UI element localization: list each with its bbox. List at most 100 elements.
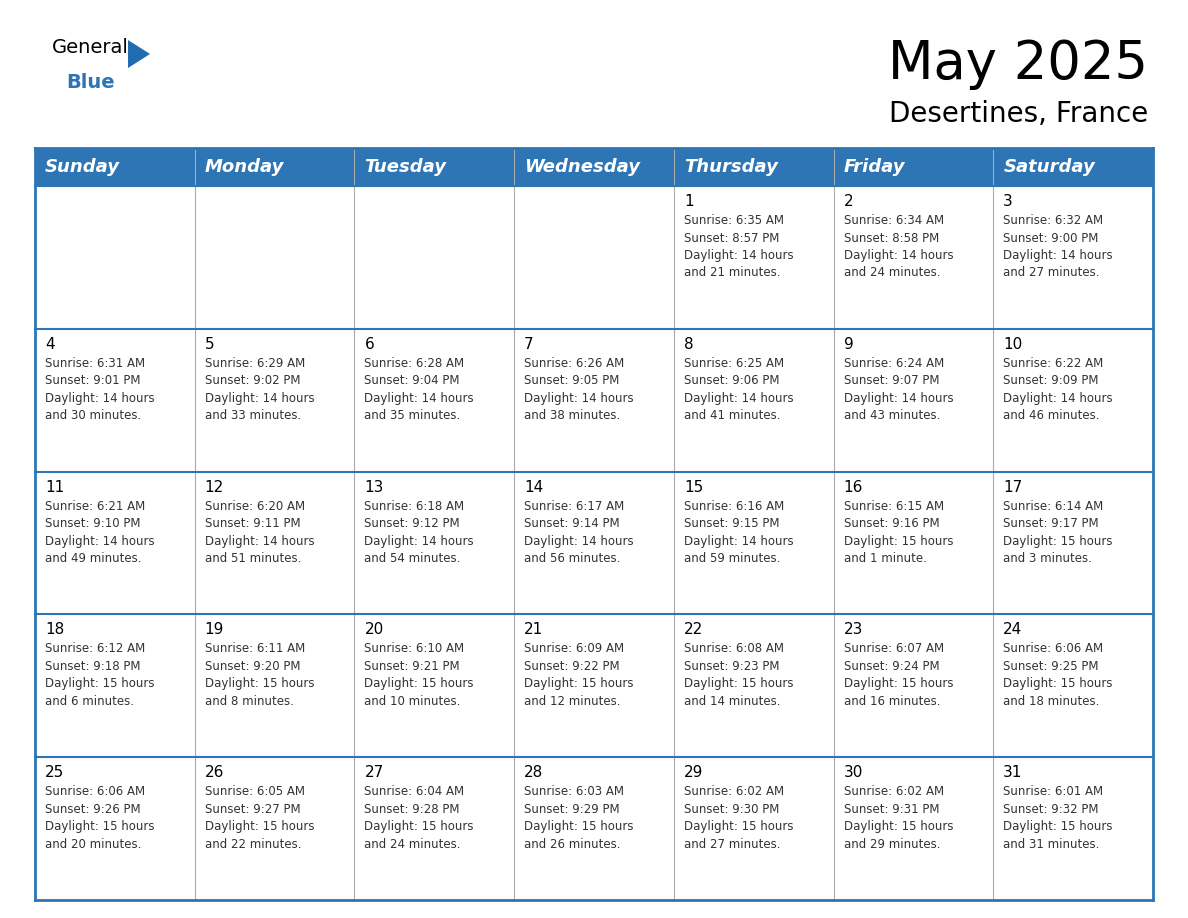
Text: Sunrise: 6:24 AM
Sunset: 9:07 PM
Daylight: 14 hours
and 43 minutes.: Sunrise: 6:24 AM Sunset: 9:07 PM Dayligh… (843, 357, 953, 422)
Bar (514, 329, 674, 472)
Text: Monday: Monday (204, 158, 284, 176)
Text: Sunrise: 6:02 AM
Sunset: 9:30 PM
Daylight: 15 hours
and 27 minutes.: Sunrise: 6:02 AM Sunset: 9:30 PM Dayligh… (684, 785, 794, 851)
Bar (354, 186, 514, 329)
Text: 24: 24 (1004, 622, 1023, 637)
Text: Sunrise: 6:18 AM
Sunset: 9:12 PM
Daylight: 14 hours
and 54 minutes.: Sunrise: 6:18 AM Sunset: 9:12 PM Dayligh… (365, 499, 474, 565)
Text: Sunrise: 6:21 AM
Sunset: 9:10 PM
Daylight: 14 hours
and 49 minutes.: Sunrise: 6:21 AM Sunset: 9:10 PM Dayligh… (45, 499, 154, 565)
Text: Sunrise: 6:32 AM
Sunset: 9:00 PM
Daylight: 14 hours
and 27 minutes.: Sunrise: 6:32 AM Sunset: 9:00 PM Dayligh… (1004, 214, 1113, 279)
Text: 29: 29 (684, 766, 703, 780)
Text: 19: 19 (204, 622, 225, 637)
Bar (514, 186, 674, 329)
Text: 3: 3 (1004, 194, 1013, 209)
Bar (34, 614, 195, 757)
Bar (514, 614, 674, 757)
Text: 20: 20 (365, 622, 384, 637)
Text: 31: 31 (1004, 766, 1023, 780)
Text: General: General (52, 38, 128, 57)
Bar (195, 614, 354, 757)
Text: Sunrise: 6:10 AM
Sunset: 9:21 PM
Daylight: 15 hours
and 10 minutes.: Sunrise: 6:10 AM Sunset: 9:21 PM Dayligh… (365, 643, 474, 708)
Text: Sunrise: 6:31 AM
Sunset: 9:01 PM
Daylight: 14 hours
and 30 minutes.: Sunrise: 6:31 AM Sunset: 9:01 PM Dayligh… (45, 357, 154, 422)
Bar (674, 186, 834, 329)
Bar (834, 186, 993, 329)
Bar (834, 472, 993, 614)
Text: Sunrise: 6:05 AM
Sunset: 9:27 PM
Daylight: 15 hours
and 22 minutes.: Sunrise: 6:05 AM Sunset: 9:27 PM Dayligh… (204, 785, 314, 851)
Text: Sunrise: 6:29 AM
Sunset: 9:02 PM
Daylight: 14 hours
and 33 minutes.: Sunrise: 6:29 AM Sunset: 9:02 PM Dayligh… (204, 357, 315, 422)
Text: Blue: Blue (67, 73, 114, 92)
Bar (993, 614, 1154, 757)
Bar (674, 472, 834, 614)
Text: 4: 4 (45, 337, 55, 352)
Bar (354, 329, 514, 472)
Text: 14: 14 (524, 479, 543, 495)
Bar (993, 148, 1154, 186)
Bar (34, 757, 195, 900)
Bar (674, 614, 834, 757)
Bar (195, 329, 354, 472)
Bar (354, 472, 514, 614)
Text: 9: 9 (843, 337, 853, 352)
Bar (674, 329, 834, 472)
Text: 27: 27 (365, 766, 384, 780)
Text: 25: 25 (45, 766, 64, 780)
Text: Sunrise: 6:22 AM
Sunset: 9:09 PM
Daylight: 14 hours
and 46 minutes.: Sunrise: 6:22 AM Sunset: 9:09 PM Dayligh… (1004, 357, 1113, 422)
Text: 16: 16 (843, 479, 862, 495)
Text: Sunrise: 6:15 AM
Sunset: 9:16 PM
Daylight: 15 hours
and 1 minute.: Sunrise: 6:15 AM Sunset: 9:16 PM Dayligh… (843, 499, 953, 565)
Text: Sunrise: 6:34 AM
Sunset: 8:58 PM
Daylight: 14 hours
and 24 minutes.: Sunrise: 6:34 AM Sunset: 8:58 PM Dayligh… (843, 214, 953, 279)
Bar (34, 186, 195, 329)
Text: 15: 15 (684, 479, 703, 495)
Text: Sunrise: 6:20 AM
Sunset: 9:11 PM
Daylight: 14 hours
and 51 minutes.: Sunrise: 6:20 AM Sunset: 9:11 PM Dayligh… (204, 499, 315, 565)
Bar (195, 472, 354, 614)
Text: 10: 10 (1004, 337, 1023, 352)
Text: Saturday: Saturday (1004, 158, 1095, 176)
Text: Sunrise: 6:01 AM
Sunset: 9:32 PM
Daylight: 15 hours
and 31 minutes.: Sunrise: 6:01 AM Sunset: 9:32 PM Dayligh… (1004, 785, 1113, 851)
Bar (34, 472, 195, 614)
Text: 7: 7 (524, 337, 533, 352)
Text: 28: 28 (524, 766, 543, 780)
Text: 13: 13 (365, 479, 384, 495)
Text: 18: 18 (45, 622, 64, 637)
Text: Sunrise: 6:26 AM
Sunset: 9:05 PM
Daylight: 14 hours
and 38 minutes.: Sunrise: 6:26 AM Sunset: 9:05 PM Dayligh… (524, 357, 633, 422)
Bar (834, 148, 993, 186)
Text: Sunrise: 6:25 AM
Sunset: 9:06 PM
Daylight: 14 hours
and 41 minutes.: Sunrise: 6:25 AM Sunset: 9:06 PM Dayligh… (684, 357, 794, 422)
Text: 21: 21 (524, 622, 543, 637)
Text: Tuesday: Tuesday (365, 158, 447, 176)
Text: Sunrise: 6:04 AM
Sunset: 9:28 PM
Daylight: 15 hours
and 24 minutes.: Sunrise: 6:04 AM Sunset: 9:28 PM Dayligh… (365, 785, 474, 851)
Bar (195, 186, 354, 329)
Text: Sunday: Sunday (45, 158, 120, 176)
Bar (834, 329, 993, 472)
Text: 12: 12 (204, 479, 225, 495)
Text: Sunrise: 6:17 AM
Sunset: 9:14 PM
Daylight: 14 hours
and 56 minutes.: Sunrise: 6:17 AM Sunset: 9:14 PM Dayligh… (524, 499, 633, 565)
Text: May 2025: May 2025 (887, 38, 1148, 90)
Bar (834, 757, 993, 900)
Bar (834, 614, 993, 757)
Text: Sunrise: 6:07 AM
Sunset: 9:24 PM
Daylight: 15 hours
and 16 minutes.: Sunrise: 6:07 AM Sunset: 9:24 PM Dayligh… (843, 643, 953, 708)
Bar (34, 329, 195, 472)
Text: 8: 8 (684, 337, 694, 352)
Bar (674, 148, 834, 186)
Text: Sunrise: 6:06 AM
Sunset: 9:26 PM
Daylight: 15 hours
and 20 minutes.: Sunrise: 6:06 AM Sunset: 9:26 PM Dayligh… (45, 785, 154, 851)
Text: 30: 30 (843, 766, 862, 780)
Bar (514, 757, 674, 900)
Bar (354, 148, 514, 186)
Text: 1: 1 (684, 194, 694, 209)
Text: 11: 11 (45, 479, 64, 495)
Text: Sunrise: 6:16 AM
Sunset: 9:15 PM
Daylight: 14 hours
and 59 minutes.: Sunrise: 6:16 AM Sunset: 9:15 PM Dayligh… (684, 499, 794, 565)
Text: 6: 6 (365, 337, 374, 352)
Bar (993, 472, 1154, 614)
Bar (195, 757, 354, 900)
Text: 17: 17 (1004, 479, 1023, 495)
Text: 26: 26 (204, 766, 225, 780)
Text: Sunrise: 6:08 AM
Sunset: 9:23 PM
Daylight: 15 hours
and 14 minutes.: Sunrise: 6:08 AM Sunset: 9:23 PM Dayligh… (684, 643, 794, 708)
Text: Sunrise: 6:12 AM
Sunset: 9:18 PM
Daylight: 15 hours
and 6 minutes.: Sunrise: 6:12 AM Sunset: 9:18 PM Dayligh… (45, 643, 154, 708)
Bar (195, 148, 354, 186)
Bar (514, 148, 674, 186)
Bar (993, 329, 1154, 472)
Bar (354, 757, 514, 900)
Text: Thursday: Thursday (684, 158, 778, 176)
Text: Sunrise: 6:06 AM
Sunset: 9:25 PM
Daylight: 15 hours
and 18 minutes.: Sunrise: 6:06 AM Sunset: 9:25 PM Dayligh… (1004, 643, 1113, 708)
Text: 5: 5 (204, 337, 214, 352)
Text: Desertines, France: Desertines, France (889, 100, 1148, 128)
Text: Sunrise: 6:35 AM
Sunset: 8:57 PM
Daylight: 14 hours
and 21 minutes.: Sunrise: 6:35 AM Sunset: 8:57 PM Dayligh… (684, 214, 794, 279)
Text: 23: 23 (843, 622, 862, 637)
Text: Sunrise: 6:14 AM
Sunset: 9:17 PM
Daylight: 15 hours
and 3 minutes.: Sunrise: 6:14 AM Sunset: 9:17 PM Dayligh… (1004, 499, 1113, 565)
